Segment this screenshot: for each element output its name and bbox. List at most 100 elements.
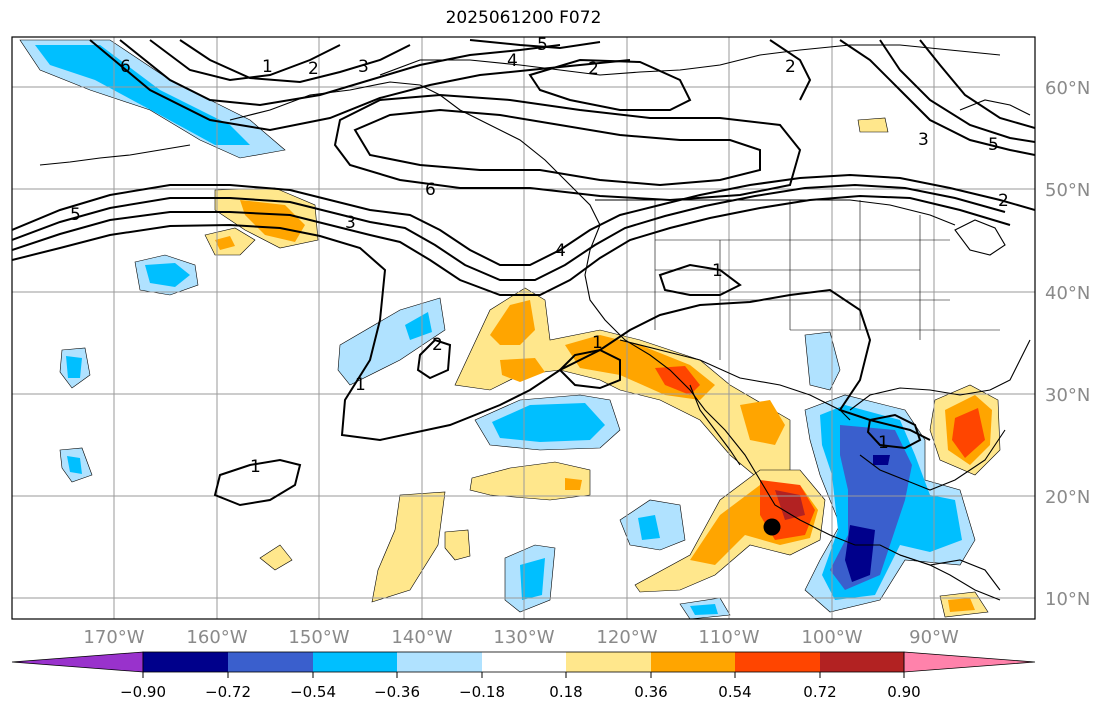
lat-label-50n: 50°N — [1045, 180, 1090, 201]
colorbar-tick-label: −0.72 — [205, 683, 251, 701]
shade-pacific-positive-2-core — [215, 236, 235, 250]
map-title: 2025061200 F072 — [445, 8, 602, 28]
map-border — [11, 36, 1036, 620]
contour-label: 1 — [878, 433, 889, 453]
contour-low-5 — [866, 413, 922, 450]
contour-jet-1 — [12, 173, 1035, 266]
shade-pos-strip-4 — [259, 544, 293, 571]
contour-east-4 — [769, 39, 812, 101]
colorbar-tick-label: −0.90 — [120, 683, 166, 701]
colorbar-segment — [820, 652, 904, 672]
aleutians — [39, 144, 191, 166]
shade-neg-25n-core — [492, 403, 605, 442]
contour-label: 3 — [918, 130, 929, 150]
contour-label: 2 — [308, 59, 319, 79]
gulf-coast — [849, 339, 1031, 411]
colorbar-tick-label: 0.18 — [549, 683, 582, 701]
colorbar-segment — [651, 652, 735, 672]
shade-pos-small-1 — [857, 117, 889, 133]
shade-neg-texas — [804, 331, 841, 391]
lat-label-10n: 10°N — [1045, 589, 1090, 610]
state-lines — [654, 200, 1000, 360]
colorbar-tick-label: 0.72 — [803, 683, 836, 701]
contour-label: 3 — [345, 213, 356, 233]
lon-label-100w: 100°W — [801, 627, 862, 648]
shade-pos-california-core-3 — [655, 366, 700, 395]
shade-neg-15n-1-core — [520, 558, 545, 600]
contour-jet-3 — [12, 194, 1011, 296]
colorbar: −0.90 −0.72 −0.54 −0.36 −0.18 0.18 0.36 … — [11, 651, 1036, 701]
lon-label-140w: 140°W — [391, 627, 452, 648]
colorbar-tick-label: −0.36 — [374, 683, 420, 701]
contour-high-3 — [528, 58, 692, 111]
colorbar-min-extend — [11, 651, 144, 673]
contour-label: 5 — [70, 205, 81, 225]
shade-pos-florida-core-2 — [952, 408, 985, 458]
colorbar-segment — [228, 652, 313, 672]
contour-label: 1 — [250, 457, 261, 477]
contour-label: 4 — [555, 241, 566, 261]
lon-label-160w: 160°W — [186, 627, 247, 648]
shade-neg-west-2-core — [67, 456, 82, 474]
shade-pos-small-2-core — [948, 598, 975, 612]
contour-east-1 — [839, 39, 1035, 156]
contour-east-3 — [919, 39, 1035, 129]
lat-label-20n: 20°N — [1045, 487, 1090, 508]
contour-east-2 — [879, 39, 1035, 143]
shade-neg-gulf-core-3 — [845, 525, 875, 582]
shade-pos-strip-2 — [371, 491, 446, 603]
contour-label: 6 — [425, 180, 436, 200]
contour-upper-3 — [119, 39, 561, 107]
contour-label: 5 — [537, 35, 548, 55]
lon-label-90w: 90°W — [909, 627, 959, 648]
lat-label-60n: 60°N — [1045, 78, 1090, 99]
shade-pos-baja-core — [740, 400, 785, 445]
contour-label: 1 — [262, 57, 273, 77]
shade-pacific-positive-1-core — [240, 200, 305, 242]
colorbar-segment — [566, 652, 651, 672]
storm-center-marker — [763, 518, 781, 536]
lon-label-150w: 150°W — [288, 627, 349, 648]
lon-label-110w: 110°W — [698, 627, 759, 648]
contour-jet-2 — [12, 183, 1006, 281]
contour-label: 6 — [120, 57, 131, 77]
contour-label: 1 — [355, 375, 366, 395]
colorbar-tick-label: 0.90 — [887, 683, 920, 701]
contour-label: 2 — [432, 335, 443, 355]
mexico-east-coast — [859, 429, 1006, 491]
lon-label-170w: 170°W — [83, 627, 144, 648]
shade-pos-strip-1-core — [565, 478, 582, 490]
contour-label: 4 — [507, 51, 518, 71]
us-mexico-border — [619, 339, 851, 421]
colorbar-ticks — [142, 672, 905, 678]
shade-pos-mexico-core-3 — [775, 490, 805, 520]
contour-label: 1 — [712, 261, 723, 281]
contour-upper-5 — [469, 39, 601, 50]
contour-label: 2 — [785, 57, 796, 77]
contour-low-2 — [558, 348, 621, 390]
shade-pos-strip-1 — [469, 461, 591, 501]
alaska-coast — [229, 81, 1001, 601]
shade-neg-15n-3-core — [690, 604, 718, 615]
colorbar-tick-label: −0.18 — [459, 683, 505, 701]
colorbar-tick-label: −0.54 — [290, 683, 336, 701]
colorbar-segment — [143, 652, 228, 672]
lat-label-30n: 30°N — [1045, 385, 1090, 406]
shade-neg-west-1-core — [66, 356, 82, 378]
contour-label: 5 — [988, 135, 999, 155]
contour-low-1 — [416, 338, 452, 380]
lon-label-120w: 120°W — [596, 627, 657, 648]
shade-pos-california-core-4 — [500, 358, 545, 382]
hudson-coast — [959, 99, 1031, 116]
contour-upper-4 — [89, 39, 631, 132]
colorbar-segment — [735, 652, 820, 672]
contour-jet-4 — [12, 223, 931, 442]
contour-label: 1 — [592, 333, 603, 353]
colorbar-segment — [313, 652, 397, 672]
contour-high-2 — [333, 93, 802, 202]
colorbar-max-extend — [903, 651, 1036, 673]
contour-upper-2 — [179, 39, 411, 84]
longitude-labels: 170°W 160°W 150°W 140°W 130°W 120°W 110°… — [83, 627, 959, 648]
contour-label: 3 — [358, 57, 369, 77]
